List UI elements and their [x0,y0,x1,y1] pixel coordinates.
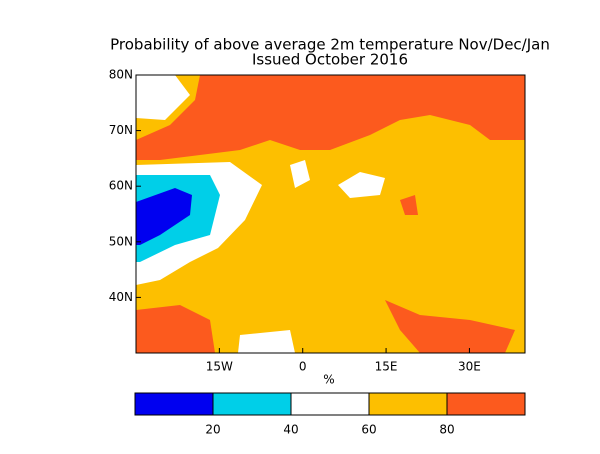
region [290,160,310,188]
x-tick-label: 30E [458,360,481,374]
x-tick-label: 0 [299,360,307,374]
colorbar-swatch [213,393,291,415]
region [338,172,385,198]
colorbar-swatch [291,393,369,415]
map-frame [135,74,526,354]
colorbar-swatch [447,393,525,415]
probability-field [136,75,525,353]
y-tick-label: 70N [109,123,133,137]
region [400,195,418,215]
region [385,300,515,353]
x-tick-label: 15E [375,360,398,374]
y-tick-label: 40N [109,290,133,304]
region [238,330,295,353]
map-title: Probability of above average 2m temperat… [110,36,550,54]
x-tick-label: 15W [206,360,233,374]
region [136,305,215,353]
colorbar-unit: % [323,373,334,387]
y-tick-label: 80N [109,68,133,82]
region [136,75,525,160]
colorbar-tick-label: 80 [439,423,454,437]
y-tick-label: 60N [109,179,133,193]
region [136,188,192,245]
region [136,75,190,120]
y-tick-label: 50N [109,234,133,248]
colorbar-swatch [135,393,213,415]
colorbar-frame [134,392,526,416]
map-subtitle: Issued October 2016 [252,51,408,69]
colorbar-tick-label: 60 [361,423,376,437]
colorbar-tick-label: 20 [205,423,220,437]
colorbar-swatch [369,393,447,415]
colorbar-tick-label: 40 [283,423,298,437]
